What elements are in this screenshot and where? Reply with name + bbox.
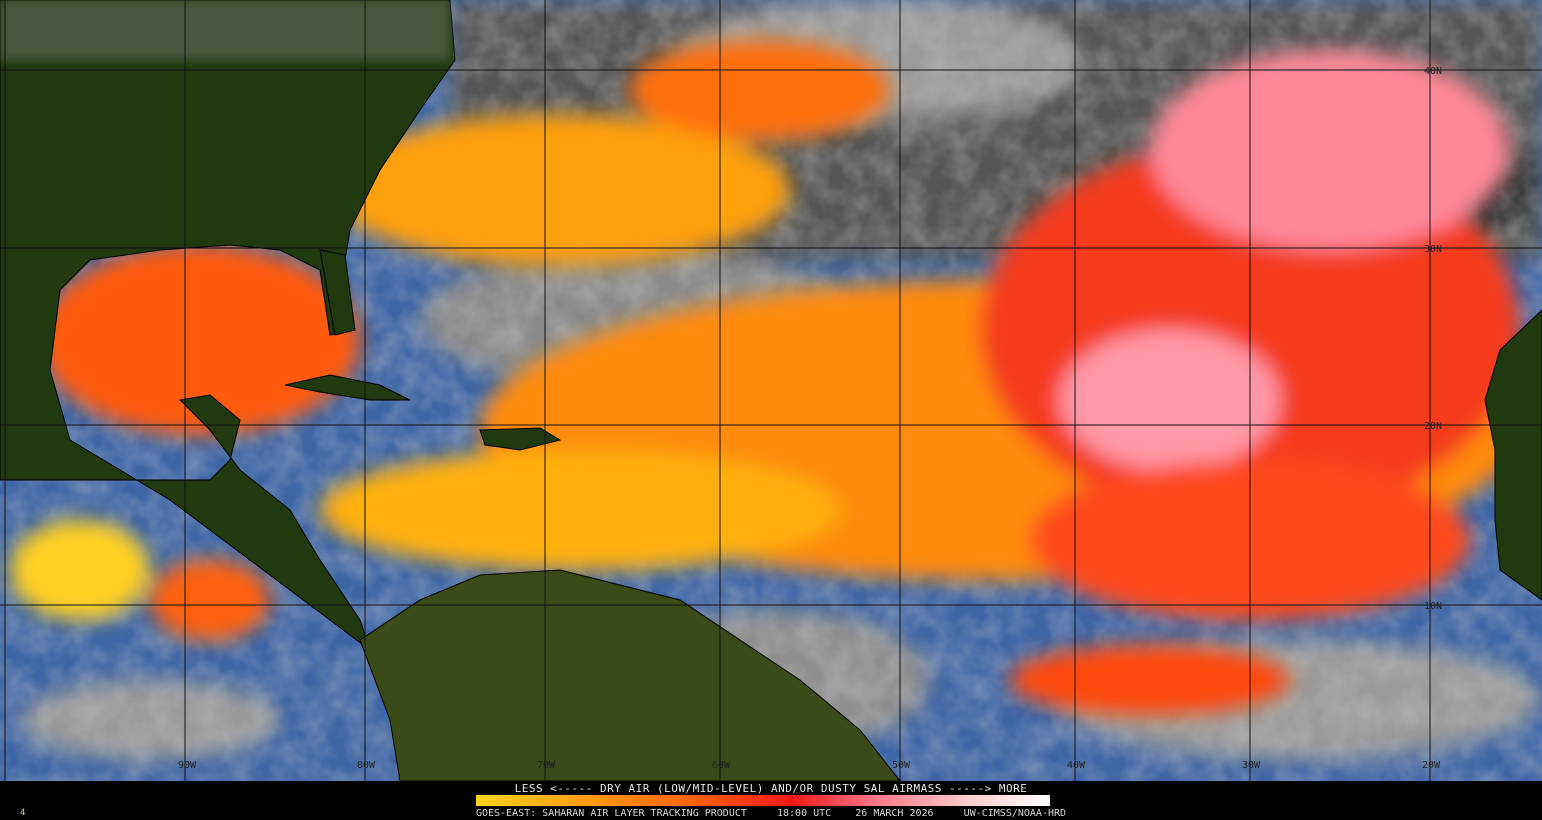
legend-title: LESS <----- DRY AIR (LOW/MID-LEVEL) AND/… — [514, 782, 1028, 795]
hispaniola — [479, 427, 562, 451]
sal-satellite-map: 40N 30N 20N 10N 90W 80W 70W 60W 50W 40W … — [0, 0, 1542, 781]
lon-label-30w: 30W — [1242, 760, 1261, 771]
lat-label-30n: 30N — [1424, 244, 1442, 255]
latitude-labels: 40N 30N 20N 10N — [1424, 66, 1442, 612]
lon-label-70w: 70W — [537, 760, 556, 771]
lon-label-50w: 50W — [892, 760, 911, 771]
frame-number: 4 — [20, 808, 26, 818]
lon-label-40w: 40W — [1067, 760, 1086, 771]
color-scale-bar — [476, 795, 1050, 806]
credit: UW-CIMSS/NOAA-HRD — [963, 808, 1067, 819]
north-america — [0, 0, 456, 652]
footer-caption: GOES-EAST: SAHARAN AIR LAYER TRACKING PR… — [0, 808, 1542, 819]
satellite-product: GOES-EAST: SAHARAN AIR LAYER TRACKING PR… — [475, 808, 747, 819]
cuba — [284, 374, 411, 401]
dry-air-sal-fields — [10, 40, 1520, 715]
africa — [1484, 309, 1542, 601]
lon-label-60w: 60W — [712, 760, 731, 771]
lat-label-10n: 10N — [1424, 601, 1442, 612]
longitude-labels: 90W 80W 70W 60W 50W 40W 30W 20W — [178, 760, 1441, 771]
lat-label-20n: 20N — [1424, 421, 1442, 432]
lon-label-80w: 80W — [357, 760, 376, 771]
lon-label-90w: 90W — [178, 760, 197, 771]
south-america — [359, 569, 901, 781]
lat-lon-grid — [0, 0, 1542, 781]
lat-label-40n: 40N — [1424, 66, 1442, 77]
land-masses — [0, 0, 1542, 781]
lon-label-20w: 20W — [1422, 760, 1441, 771]
date: 26 MARCH 2026 — [855, 808, 934, 819]
time-utc: 18:00 UTC — [777, 808, 832, 819]
florida — [319, 249, 356, 336]
